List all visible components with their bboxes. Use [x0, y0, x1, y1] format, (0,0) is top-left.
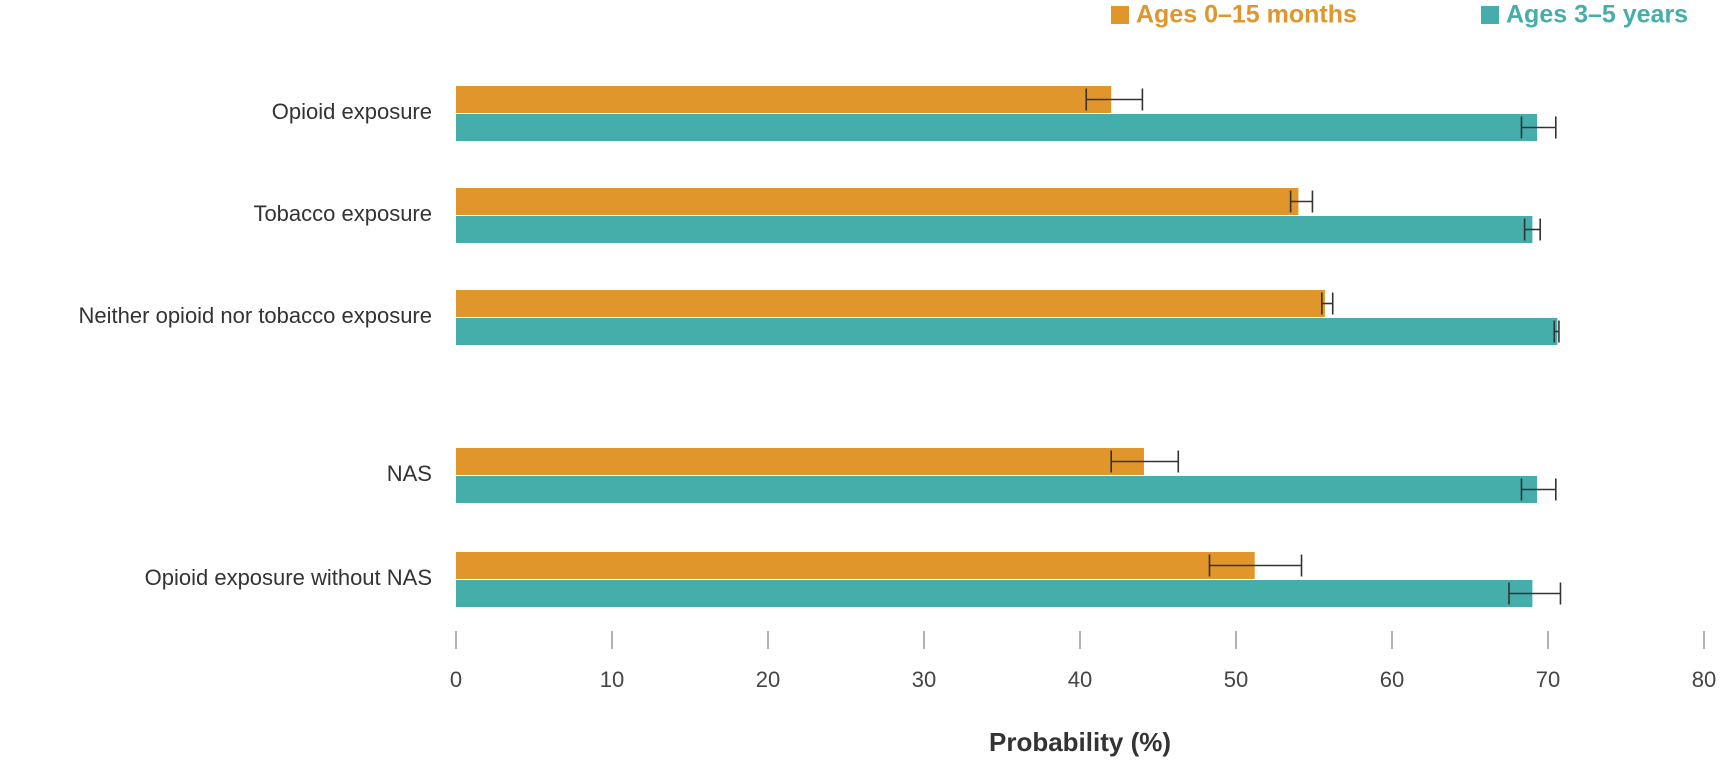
- category-label: Neither opioid nor tobacco exposure: [79, 303, 432, 328]
- category-label: Tobacco exposure: [253, 201, 432, 226]
- x-tick-label: 10: [600, 667, 624, 692]
- bar: [456, 114, 1538, 141]
- error-bar: [1508, 582, 1562, 605]
- bar: [456, 86, 1112, 113]
- x-tick-label: 80: [1692, 667, 1716, 692]
- x-tick-label: 50: [1224, 667, 1248, 692]
- x-tick-label: 60: [1380, 667, 1404, 692]
- bar: [456, 290, 1325, 317]
- bar: [456, 318, 1558, 345]
- bar: [456, 552, 1255, 579]
- bar: [456, 216, 1533, 243]
- x-tick-label: 30: [912, 667, 936, 692]
- error-bar: [1321, 292, 1334, 315]
- error-bar: [1520, 116, 1557, 139]
- x-tick-label: 20: [756, 667, 780, 692]
- x-tick-label: 70: [1536, 667, 1560, 692]
- bar: [456, 580, 1533, 607]
- category-label: Opioid exposure without NAS: [145, 565, 432, 590]
- category-label: Opioid exposure: [272, 99, 432, 124]
- error-bar: [1289, 190, 1314, 213]
- legend-label: Ages 3–5 years: [1506, 1, 1688, 29]
- x-tick-label: 0: [450, 667, 462, 692]
- legend-label: Ages 0–15 months: [1136, 1, 1357, 29]
- error-bar: [1520, 478, 1557, 501]
- bar: [456, 188, 1299, 215]
- x-tick-label: 40: [1068, 667, 1092, 692]
- category-label: NAS: [387, 461, 432, 486]
- error-bar: [1110, 450, 1180, 473]
- legend-swatch: [1481, 6, 1499, 24]
- bar: [456, 476, 1538, 503]
- error-bar: [1553, 320, 1560, 343]
- legend-swatch: [1111, 6, 1129, 24]
- error-bar: [1208, 554, 1303, 577]
- error-bar: [1523, 218, 1541, 241]
- bar: [456, 448, 1144, 475]
- error-bar: [1085, 88, 1144, 111]
- x-axis-title: Probability (%): [989, 727, 1171, 757]
